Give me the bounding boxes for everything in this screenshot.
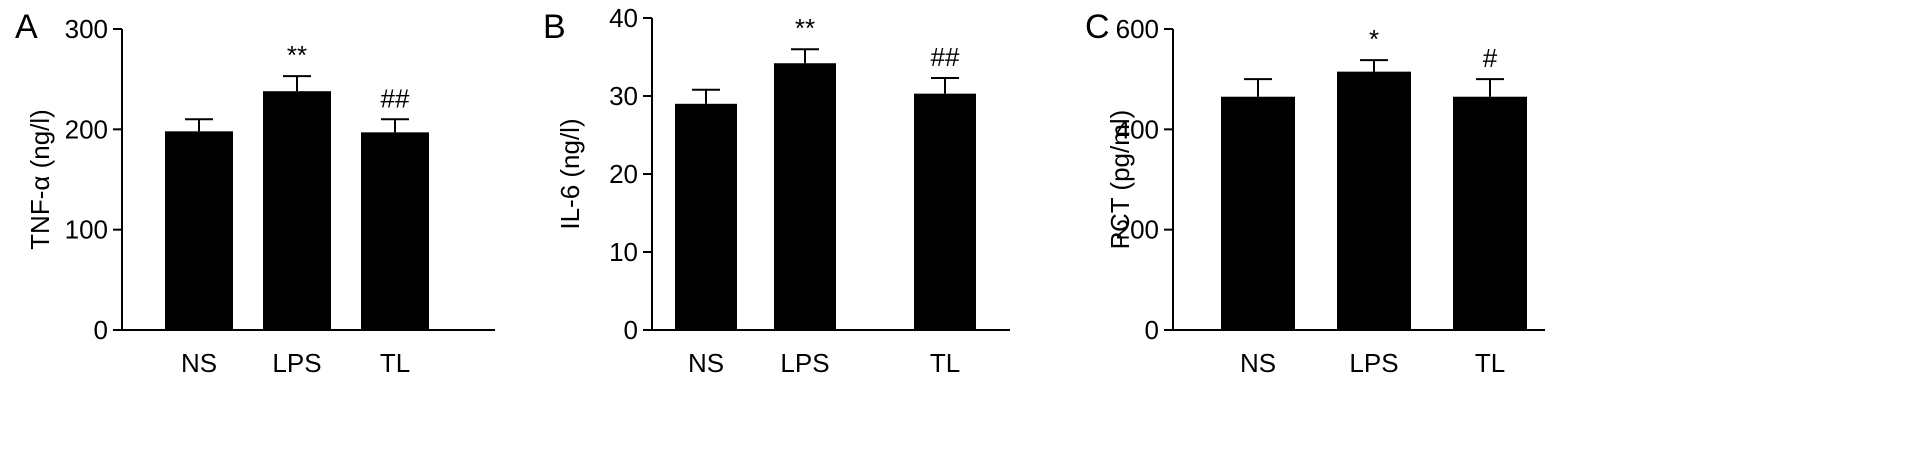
significance-marker: ** bbox=[795, 13, 815, 43]
x-tick-label: NS bbox=[688, 348, 724, 378]
y-tick-label: 200 bbox=[65, 114, 108, 144]
y-tick-label: 0 bbox=[624, 315, 638, 345]
bar-ns bbox=[165, 131, 233, 330]
panel-label: A bbox=[15, 8, 38, 46]
y-tick-label: 100 bbox=[65, 215, 108, 245]
y-tick-label: 600 bbox=[1116, 14, 1159, 44]
bar-tl bbox=[1453, 96, 1527, 330]
y-tick-label: 40 bbox=[609, 3, 638, 33]
bar-tl bbox=[361, 132, 429, 330]
bar-lps bbox=[1337, 71, 1411, 331]
x-tick-label: TL bbox=[380, 348, 410, 378]
x-tick-label: TL bbox=[930, 348, 960, 378]
significance-marker: ## bbox=[381, 83, 410, 113]
significance-marker: # bbox=[1483, 43, 1498, 73]
x-tick-label: LPS bbox=[1349, 348, 1398, 378]
bar-ns bbox=[1221, 96, 1295, 330]
y-tick-label: 30 bbox=[609, 81, 638, 111]
significance-marker: ## bbox=[931, 42, 960, 72]
y-axis-label: TNF-α (ng/l) bbox=[25, 109, 55, 250]
x-tick-label: NS bbox=[181, 348, 217, 378]
y-tick-label: 10 bbox=[609, 237, 638, 267]
x-tick-label: TL bbox=[1475, 348, 1505, 378]
y-axis-label: IL-6 (ng/l) bbox=[555, 118, 585, 229]
bar-lps bbox=[774, 63, 836, 331]
y-axis-label: PCT (pg/ml) bbox=[1105, 110, 1135, 250]
x-tick-label: LPS bbox=[780, 348, 829, 378]
significance-marker: ** bbox=[287, 40, 307, 70]
y-tick-label: 200 bbox=[1116, 215, 1159, 245]
bar-lps bbox=[263, 91, 331, 330]
y-tick-label: 300 bbox=[65, 14, 108, 44]
x-tick-label: NS bbox=[1240, 348, 1276, 378]
bar-tl bbox=[914, 93, 976, 330]
significance-marker: * bbox=[1369, 24, 1379, 54]
panel-label: B bbox=[543, 8, 566, 46]
panel-label: C bbox=[1085, 8, 1110, 46]
x-tick-label: LPS bbox=[272, 348, 321, 378]
y-tick-label: 400 bbox=[1116, 114, 1159, 144]
y-tick-label: 20 bbox=[609, 159, 638, 189]
y-tick-label: 0 bbox=[1145, 315, 1159, 345]
y-tick-label: 0 bbox=[94, 315, 108, 345]
bar-ns bbox=[675, 103, 737, 330]
